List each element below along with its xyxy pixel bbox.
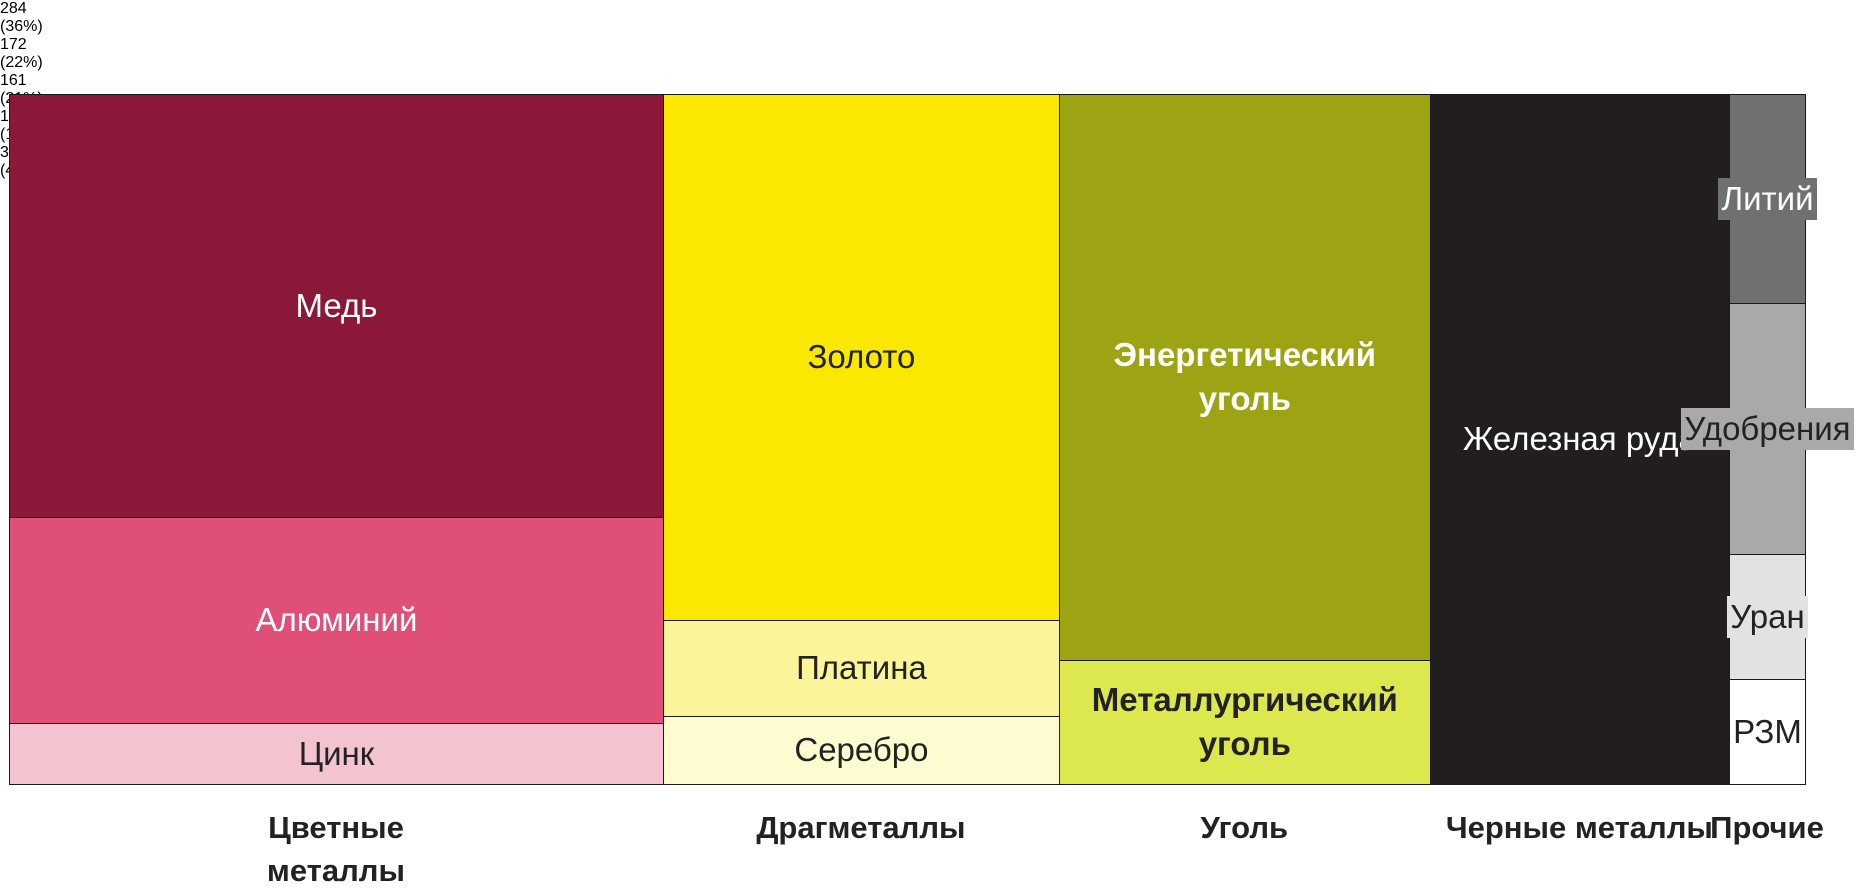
segment-label: Медь [295, 286, 378, 324]
segment: Удобрения [1681, 303, 1854, 555]
segment-label: Удобрения [1681, 408, 1854, 450]
segment-label: Золото [807, 337, 916, 375]
segment: Энергетический уголь [1058, 94, 1431, 661]
segment: Литий [1718, 94, 1817, 305]
segment-label: Алюминий [255, 601, 418, 639]
group-total: 284 (36%) [0, 0, 1862, 36]
segment: Медь [9, 94, 664, 518]
segment-label: Цинк [298, 734, 375, 772]
total-value: 284 [0, 0, 27, 17]
segment: Металлургический уголь [1058, 659, 1431, 785]
segment-label: Металлургический уголь [1091, 680, 1398, 763]
segment: Алюминий [9, 516, 664, 725]
segment: РЗМ [1729, 679, 1806, 785]
group-name: Драгметаллы [756, 810, 966, 845]
segment-label: РЗМ [1730, 711, 1805, 754]
group-name: Цветные металлы [266, 810, 405, 889]
segment: Платина [662, 619, 1060, 717]
segment: Серебро [662, 715, 1060, 785]
segment: Уран [1727, 554, 1808, 681]
segment-label: Платина [796, 648, 927, 686]
group-name: Черные металлы [1445, 810, 1713, 845]
share-label: (36%) [0, 18, 43, 35]
segment-label: Серебро [794, 731, 929, 769]
segment-label: Энергетический уголь [1113, 335, 1377, 418]
total-value: 161 [0, 72, 27, 89]
segment-label: Железная руда [1462, 420, 1697, 458]
segment-label: Уран [1727, 596, 1808, 639]
group-name: Уголь [1200, 810, 1289, 845]
group-total: 172 (22%) [0, 36, 1862, 72]
total-value: 172 [0, 36, 27, 53]
share-label: (22%) [0, 54, 43, 71]
segment: Золото [662, 94, 1060, 621]
segment-label: Литий [1718, 178, 1817, 220]
segment: Цинк [9, 723, 664, 785]
segment: Железная руда [1429, 94, 1730, 785]
group-name: Прочие [1710, 810, 1824, 845]
